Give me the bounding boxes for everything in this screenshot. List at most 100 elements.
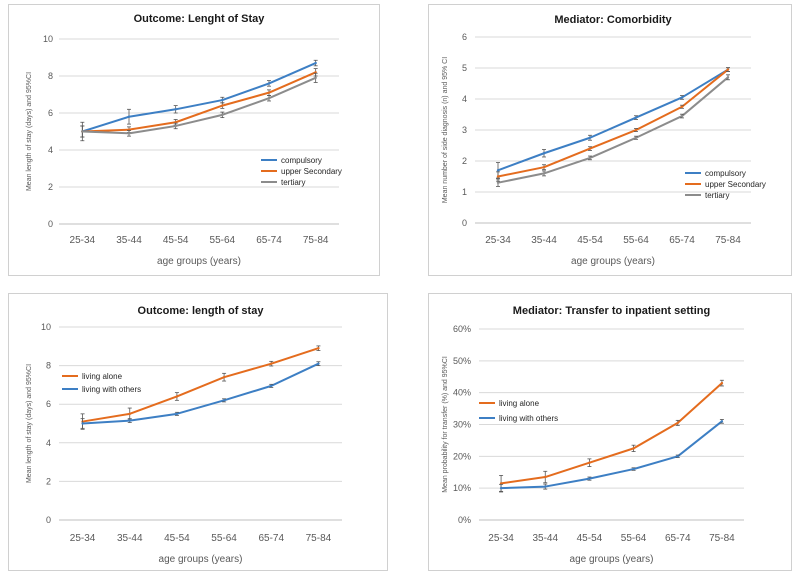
- legend-label-living-alone: living alone: [82, 372, 123, 381]
- y-tick-label: 0: [462, 218, 467, 228]
- data-point-living-with-others: [222, 399, 226, 402]
- data-point-tertiary: [726, 76, 730, 79]
- data-point-compulsory: [127, 115, 131, 118]
- y-tick-label: 60%: [453, 324, 471, 334]
- chart-title: Mediator: Transfer to inpatient setting: [513, 305, 710, 317]
- data-point-living-with-others: [720, 420, 724, 423]
- data-point-living-with-others: [588, 477, 591, 480]
- legend-label-living-alone: living alone: [499, 399, 540, 408]
- data-point-tertiary: [680, 114, 684, 118]
- y-tick-label: 10: [41, 322, 51, 332]
- x-tick-label: 25-34: [485, 235, 511, 246]
- x-tick-label: 35-44: [116, 235, 142, 246]
- data-point-upper-secondary: [221, 104, 224, 107]
- series-line-tertiary: [497, 76, 729, 184]
- x-tick-label: 35-44: [117, 533, 143, 544]
- data-point-living-alone: [676, 421, 679, 425]
- y-tick-label: 40%: [453, 388, 471, 398]
- series-line-tertiary: [82, 76, 317, 135]
- data-point-living-alone: [544, 475, 547, 479]
- data-point-tertiary: [634, 136, 638, 139]
- series-line-living-alone: [500, 382, 723, 485]
- x-tick-label: 35-44: [532, 533, 558, 544]
- series-line-living-alone: [82, 347, 319, 423]
- x-axis-label: age groups (years): [571, 256, 655, 267]
- data-point-living-with-others: [81, 422, 84, 425]
- data-point-living-alone: [128, 412, 131, 416]
- data-point-living-alone: [222, 375, 226, 379]
- legend-label-compulsory: compulsory: [705, 169, 746, 178]
- data-point-compulsory: [174, 108, 177, 111]
- legend-label-upper-secondary: upper Secondary: [705, 180, 766, 189]
- data-point-compulsory: [680, 96, 684, 99]
- x-tick-label: 35-44: [531, 235, 557, 246]
- chart-panel-transfer: Mediator: Transfer to inpatient setting 0…: [428, 293, 792, 571]
- data-point-tertiary: [221, 113, 224, 117]
- y-tick-label: 8: [48, 71, 53, 81]
- data-point-compulsory: [588, 136, 592, 139]
- data-point-tertiary: [267, 97, 271, 100]
- chart-los-education: Outcome: Lenght of Stay 0 2 4 6 8 10 25-34 35-44…: [26, 13, 342, 267]
- y-axis-label: Mean length of stay (days) and 95%CI: [26, 72, 33, 191]
- chart-panel-los-living: Outcome: length of stay 0 2 4 6 8 10 25-34 35-44…: [8, 293, 388, 571]
- data-point-tertiary: [174, 124, 177, 128]
- y-tick-label: 6: [462, 32, 467, 42]
- chart-title: Outcome: length of stay: [138, 305, 265, 317]
- data-point-tertiary: [542, 172, 546, 175]
- data-point-living-with-others: [499, 486, 503, 490]
- y-tick-label: 30%: [453, 420, 471, 430]
- data-point-living-alone: [632, 447, 635, 450]
- y-tick-label: 6: [48, 108, 53, 118]
- legend-label-compulsory: compulsory: [281, 156, 322, 165]
- series-line-compulsory: [82, 62, 317, 133]
- x-tick-label: 75-84: [303, 235, 329, 246]
- legend-label-living-with-others: living with others: [82, 385, 141, 394]
- chart-los-living: Outcome: length of stay 0 2 4 6 8 10 25-34 35-44…: [26, 305, 342, 565]
- data-point-upper-secondary: [680, 105, 684, 108]
- series-line-upper-secondary: [82, 71, 317, 133]
- data-point-tertiary: [127, 132, 131, 135]
- legend-label-upper-secondary: upper Secondary: [281, 167, 342, 176]
- y-axis-label: Mean length of stay (days) and 95%CI: [26, 364, 33, 483]
- y-tick-label: 10%: [453, 483, 471, 493]
- data-point-living-with-others: [270, 384, 273, 388]
- chart-transfer: Mediator: Transfer to inpatient setting 0…: [442, 305, 744, 565]
- x-tick-label: 45-54: [577, 533, 603, 544]
- y-tick-label: 50%: [453, 356, 471, 366]
- data-point-compulsory: [267, 82, 271, 85]
- y-tick-label: 10: [43, 34, 53, 44]
- x-tick-label: 25-34: [488, 533, 514, 544]
- data-point-compulsory: [221, 98, 224, 102]
- data-point-upper-secondary: [726, 68, 730, 71]
- y-tick-label: 6: [46, 399, 51, 409]
- data-point-tertiary: [314, 76, 317, 80]
- data-point-compulsory: [314, 61, 317, 65]
- data-point-compulsory: [542, 152, 546, 155]
- y-tick-label: 3: [462, 125, 467, 135]
- y-tick-label: 4: [48, 145, 53, 155]
- chart-panel-comorbidity: Mediator: Comorbidity 0 1 2 3 4 5 6 25-34 35-44 45…: [428, 4, 792, 276]
- data-point-upper-secondary: [496, 175, 500, 178]
- y-tick-label: 2: [46, 476, 51, 486]
- data-point-living-with-others: [544, 485, 547, 488]
- y-tick-label: 4: [46, 438, 51, 448]
- x-tick-label: 75-84: [306, 533, 332, 544]
- x-tick-label: 55-64: [623, 235, 649, 246]
- x-tick-label: 55-64: [211, 533, 237, 544]
- data-point-tertiary: [588, 156, 592, 160]
- x-tick-label: 25-34: [70, 533, 96, 544]
- x-tick-label: 65-74: [256, 235, 282, 246]
- legend-label-living-with-others: living with others: [499, 414, 558, 423]
- y-tick-label: 4: [462, 94, 467, 104]
- data-point-tertiary: [496, 181, 500, 184]
- y-axis-label: Mean number of side diagnosis (n) and 95…: [442, 57, 449, 203]
- x-tick-label: 45-54: [163, 235, 189, 246]
- y-tick-label: 0%: [458, 515, 471, 525]
- y-tick-label: 0: [48, 219, 53, 229]
- x-tick-label: 25-34: [70, 235, 96, 246]
- y-tick-label: 1: [462, 187, 467, 197]
- x-tick-label: 55-64: [621, 533, 647, 544]
- data-point-living-alone: [317, 347, 320, 350]
- x-tick-label: 75-84: [715, 235, 741, 246]
- y-tick-label: 2: [48, 182, 53, 192]
